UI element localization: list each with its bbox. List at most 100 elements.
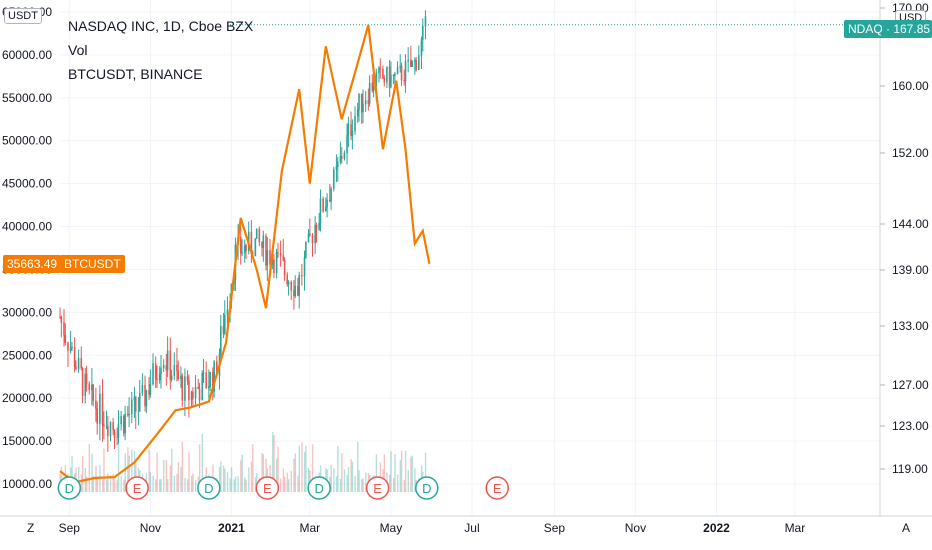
volume-bar xyxy=(177,462,180,492)
volume-bar xyxy=(152,475,154,492)
legend-volume[interactable]: Vol xyxy=(68,42,88,58)
marker-circle xyxy=(197,476,221,500)
volume-bar xyxy=(192,473,194,492)
volume-bar xyxy=(396,474,399,492)
time-tick-label: Nov xyxy=(140,521,161,535)
auto-scale-button[interactable]: A xyxy=(902,521,911,535)
volume-bar xyxy=(81,455,84,492)
marker-letter: D xyxy=(422,481,431,496)
volume-bar xyxy=(117,443,120,492)
volume-bar xyxy=(148,450,150,492)
volume-bar xyxy=(337,446,339,492)
volume-bar xyxy=(188,452,190,492)
volume-bar xyxy=(404,450,407,492)
volume-bar xyxy=(135,460,137,492)
volume-bar xyxy=(92,475,95,492)
volume-bar xyxy=(341,452,343,492)
volume-bar xyxy=(120,476,122,492)
volume-bar xyxy=(410,456,412,492)
event-marker-earnings[interactable]: E xyxy=(485,476,509,500)
event-marker-dividend[interactable]: D xyxy=(415,476,439,500)
volume-bar xyxy=(361,479,363,492)
event-marker-earnings[interactable]: E xyxy=(125,476,149,500)
time-tick-label: Nov xyxy=(625,521,646,535)
time-tick-label: 2022 xyxy=(703,521,730,535)
marker-letter: D xyxy=(65,481,74,496)
volume-bar xyxy=(124,453,126,492)
volume-bar xyxy=(358,470,360,492)
legend-title[interactable]: NASDAQ INC, 1D, Cboe BZX xyxy=(68,18,254,34)
volume-bar xyxy=(167,479,169,492)
volume-bar xyxy=(198,444,201,492)
volume-bar xyxy=(109,478,112,492)
volume-bar xyxy=(155,479,157,492)
volume-bar xyxy=(287,479,290,492)
time-tick-label: Mar xyxy=(300,521,321,535)
volume-bar xyxy=(365,472,367,492)
volume-bar xyxy=(347,466,350,492)
marker-circle xyxy=(125,476,149,500)
volume-bar xyxy=(201,433,203,492)
time-tick-label: Mar xyxy=(785,521,806,535)
marker-circle xyxy=(57,476,82,500)
volume-bar xyxy=(290,470,293,492)
volume-bar xyxy=(245,479,247,492)
btc-series-line xyxy=(59,24,431,484)
volume-bar xyxy=(71,455,73,492)
left-tick-label: 50000.00 xyxy=(2,134,52,148)
volume-bar xyxy=(165,460,168,492)
volume-bar xyxy=(194,479,197,492)
volume-bar xyxy=(103,448,105,492)
volume-bar xyxy=(277,446,279,492)
event-marker-dividend[interactable]: D xyxy=(307,476,331,500)
volume-bar xyxy=(273,435,275,492)
left-tick-label: 25000.00 xyxy=(2,348,52,362)
volume-bar xyxy=(351,461,354,492)
volume-bar xyxy=(305,445,307,492)
btc-last-price-value: 35663.49 xyxy=(7,257,58,271)
volume-bar xyxy=(424,452,427,492)
time-axis[interactable]: Sep Nov 2021 Mar May Jul Sep Nov 2022 Mar xyxy=(59,521,806,535)
left-tick-label: 45000.00 xyxy=(2,177,52,191)
volume-bar xyxy=(265,458,267,492)
volume-bar xyxy=(173,475,176,492)
volume-bar xyxy=(399,460,402,492)
volume-bar xyxy=(241,454,243,492)
btc-last-price-tag: BTCUSDT xyxy=(60,255,125,273)
volume-bar xyxy=(256,472,258,492)
volume-bar xyxy=(226,471,229,492)
chart-legend: NASDAQ INC, 1D, Cboe BZX Vol BTCUSDT, BI… xyxy=(68,14,253,86)
volume-bar xyxy=(96,477,99,492)
volume-bar xyxy=(116,479,118,492)
volume-bar xyxy=(149,472,152,492)
volume-bar xyxy=(383,454,386,492)
volume-bar xyxy=(330,464,332,492)
event-marker-dividend[interactable]: D xyxy=(57,476,82,500)
volume-bar xyxy=(301,442,303,492)
marker-circle xyxy=(255,476,280,500)
legend-btc[interactable]: BTCUSDT, BINANCE xyxy=(68,66,203,82)
log-scale-button[interactable]: Z xyxy=(27,521,35,535)
volume-bar xyxy=(346,474,348,492)
left-tick-label: 20000.00 xyxy=(2,391,52,405)
volume-bar xyxy=(414,468,416,492)
event-marker-earnings[interactable]: E xyxy=(365,476,390,500)
left-tick-label: 40000.00 xyxy=(2,220,52,234)
volume-bar xyxy=(113,478,116,492)
right-tick-label: 123.00 xyxy=(892,419,929,433)
time-tick-label: Jul xyxy=(464,521,479,535)
volume-bar xyxy=(252,444,254,492)
volume-bar xyxy=(343,469,346,492)
event-marker-dividend[interactable]: D xyxy=(197,476,221,500)
volume-bar xyxy=(261,453,263,492)
btc-last-price-label: 35663.49 xyxy=(3,255,62,273)
volume-bar xyxy=(293,458,295,492)
right-axis[interactable]: 170.00160.00152.00144.00139.00133.00127.… xyxy=(880,1,929,476)
volume-bar xyxy=(176,473,178,492)
event-marker-earnings[interactable]: E xyxy=(255,476,280,500)
volume-bar xyxy=(294,453,297,492)
left-unit-badge[interactable]: USDT xyxy=(4,8,42,24)
left-axis[interactable]: 65000.0060000.0055000.0050000.0045000.00… xyxy=(2,5,52,491)
left-tick-label: 30000.00 xyxy=(2,305,52,319)
